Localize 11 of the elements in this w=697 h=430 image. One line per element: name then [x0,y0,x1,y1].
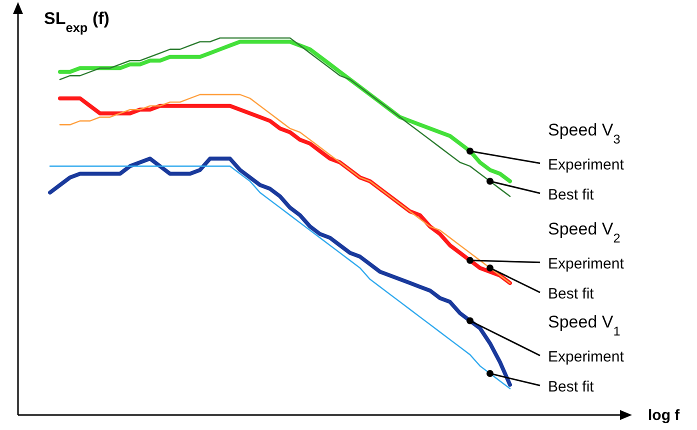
text: Best fit [548,285,595,302]
text: Experiment [548,348,625,366]
legend-label: Best fit [548,186,595,204]
y-axis-title: SL$_{exp}$ (f) [44,9,110,34]
text: Speed V$_{2}$ [548,219,620,245]
text: Speed V$_{3}$ [548,120,620,146]
legend-label: Experiment [548,156,625,174]
legend-label: Experiment [548,255,625,272]
text: log f [648,407,681,424]
legend-label: Best fit [548,378,595,396]
text: Speed V$_{1}$ [548,312,620,338]
